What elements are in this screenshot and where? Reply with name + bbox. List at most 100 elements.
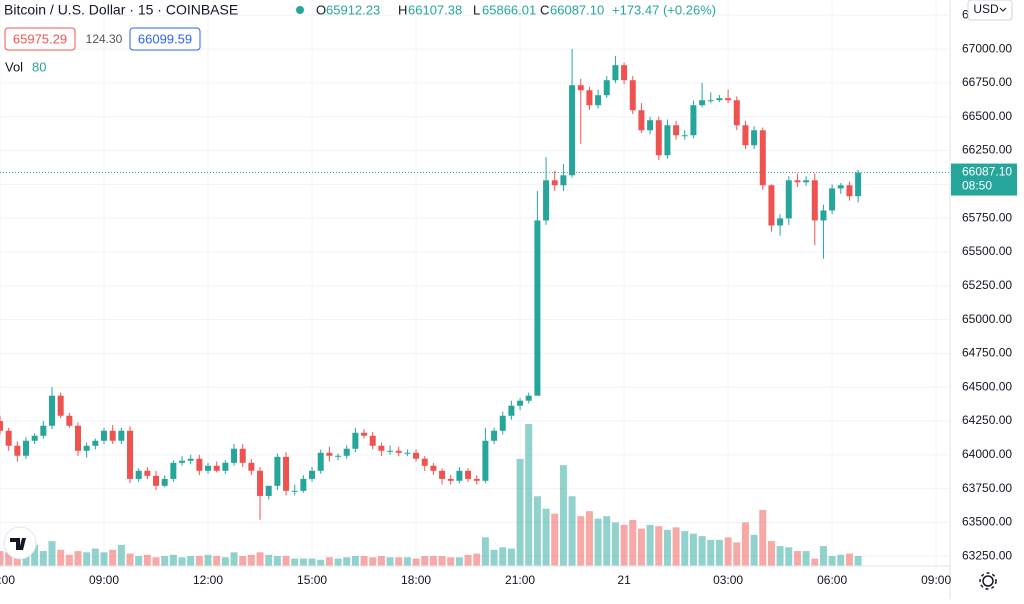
- volume-bar: [161, 556, 169, 566]
- currency: USD: [973, 2, 999, 16]
- change: +173.47 (+0.26%): [612, 2, 716, 17]
- ask-box[interactable]: [129, 27, 201, 51]
- volume-bar: [178, 557, 186, 566]
- y-tick-label: 66750.00: [962, 75, 1012, 89]
- logo: [3, 526, 37, 560]
- volume-bar: [369, 557, 377, 566]
- y-tick-label: 67000.00: [962, 41, 1012, 55]
- candle-body: [413, 452, 420, 459]
- candle-body: [621, 65, 628, 81]
- candle-body: [508, 405, 515, 416]
- candle-body: [196, 458, 203, 471]
- candle-body: [647, 120, 654, 131]
- volume-bar: [39, 551, 47, 566]
- bid-box[interactable]: [4, 27, 76, 51]
- volume-bar: [481, 537, 489, 566]
- settings-gear[interactable]: [979, 572, 997, 590]
- volume-bar: [308, 558, 316, 566]
- candle-body: [317, 452, 324, 471]
- volume-bar: [802, 551, 810, 566]
- volume-bar: [31, 544, 39, 566]
- candle-body: [265, 485, 272, 496]
- candle-body: [846, 185, 853, 197]
- candle-body: [517, 400, 524, 406]
- x-tick-label: 18:00: [401, 573, 431, 587]
- o-label: O: [316, 2, 326, 17]
- candle-body: [829, 188, 836, 211]
- volume-bar: [213, 556, 221, 566]
- candle-body: [205, 465, 212, 471]
- volume-bar: [551, 513, 559, 566]
- candle-body: [127, 430, 134, 479]
- volume-bar: [533, 496, 541, 566]
- candle-body: [335, 455, 342, 457]
- volume-bar: [707, 539, 715, 566]
- x-tick-label: 21:00: [505, 573, 535, 587]
- x-tick-label: 21: [617, 573, 631, 587]
- countdown: 08:50: [962, 179, 992, 193]
- volume-bar: [733, 542, 741, 566]
- candle-body: [144, 470, 151, 476]
- candle-body: [300, 478, 307, 491]
- volume-bar: [620, 524, 628, 566]
- candle-body: [31, 435, 38, 441]
- y-tick-label: 63250.00: [962, 548, 1012, 562]
- volume-bar: [819, 546, 827, 566]
- candle-body: [699, 100, 706, 106]
- candle-body: [499, 415, 506, 431]
- l-label: L: [473, 2, 480, 17]
- volume-bar: [152, 557, 160, 566]
- volume-bar: [724, 537, 732, 566]
- candle-body: [5, 430, 12, 446]
- x-tick-label: 03:00: [713, 573, 743, 587]
- volume-bar: [455, 557, 463, 566]
- y-tick-label: 65750.00: [962, 210, 1012, 224]
- candle-body: [75, 425, 82, 451]
- volume-bar: [429, 556, 437, 566]
- volume-bar: [681, 531, 689, 566]
- candle-body: [768, 185, 775, 226]
- x-tick-label: 06:00: [817, 573, 847, 587]
- last-price-box: [951, 163, 1017, 196]
- h-value: 66107.38: [408, 2, 462, 17]
- candle-body: [681, 135, 688, 137]
- volume-bar: [672, 527, 680, 566]
- candle-body: [231, 448, 238, 463]
- volume-bar: [490, 549, 498, 566]
- candle-body: [794, 180, 801, 183]
- volume-bar: [74, 551, 82, 566]
- y-tick-label: 65000.00: [962, 312, 1012, 326]
- volume-bar: [317, 559, 325, 566]
- volume-bar: [100, 552, 108, 566]
- candle-body: [222, 462, 229, 471]
- candle-body: [655, 120, 662, 156]
- candle-body: [820, 210, 827, 221]
- o-value: 65912.23: [326, 2, 380, 17]
- volume-bar: [741, 522, 749, 566]
- candle-body: [560, 175, 567, 186]
- candle-body: [603, 80, 610, 96]
- volume-bar: [499, 547, 507, 566]
- candle-body: [751, 130, 758, 146]
- volume-bar: [507, 548, 515, 566]
- candle-body: [577, 85, 584, 91]
- volume-bar: [637, 528, 645, 566]
- x-tick-label: 09:00: [921, 573, 951, 587]
- volume-bar: [247, 554, 255, 566]
- volume-bar: [0, 551, 4, 566]
- volume-bar: [473, 553, 481, 566]
- volume-bar: [187, 556, 195, 566]
- x-tick-label: 06:00: [0, 573, 15, 587]
- volume-bar: [57, 549, 65, 566]
- volume-bar: [845, 553, 853, 566]
- candle-body: [525, 395, 532, 401]
- volume-bar: [169, 554, 177, 566]
- currency-button[interactable]: [967, 0, 1013, 21]
- candle-body: [707, 100, 714, 102]
- candle-body: [785, 180, 792, 219]
- candle-body: [777, 218, 784, 226]
- candle-body: [326, 452, 333, 456]
- y-tick-label: 65500.00: [962, 244, 1012, 258]
